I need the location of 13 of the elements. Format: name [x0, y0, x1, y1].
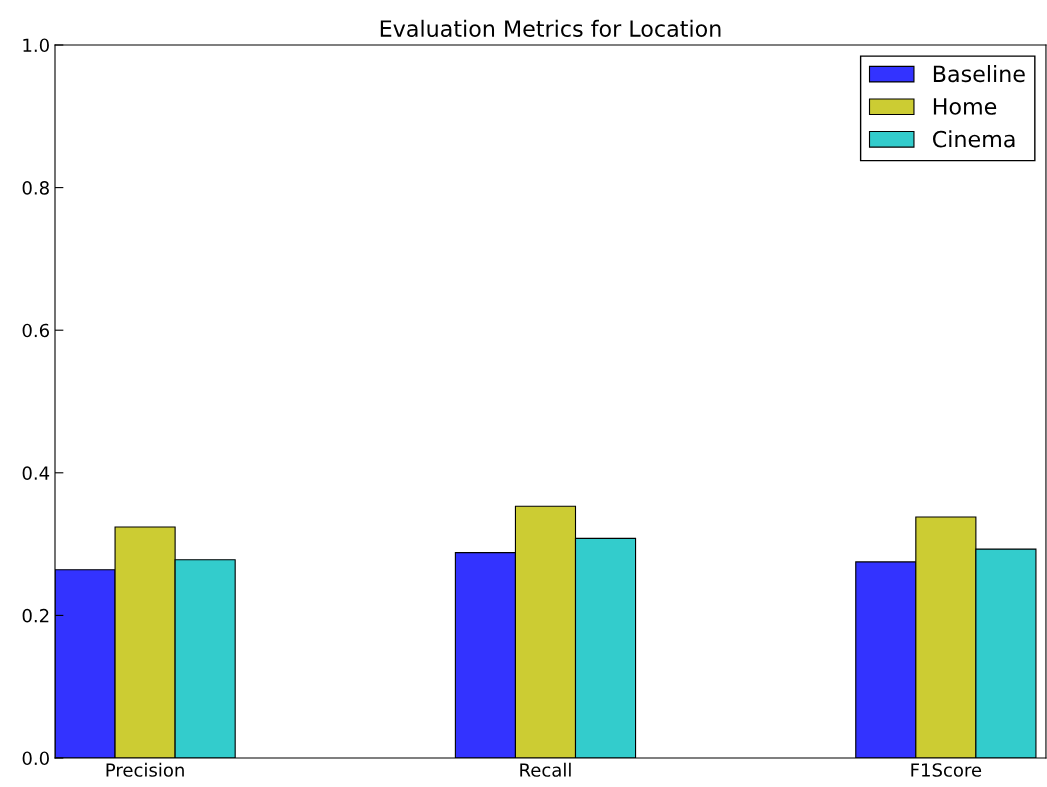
y-tick-label: 0.6: [22, 323, 49, 338]
x-tick-label: Recall: [520, 762, 571, 777]
legend-label: Cinema: [932, 130, 1015, 148]
chart-title: Evaluation Metrics for Location: [380, 19, 721, 37]
x-tick-label: F1Score: [911, 763, 982, 777]
y-tick-label: 0.4: [22, 466, 50, 480]
x-tick-label: Precision: [106, 762, 184, 777]
y-tick-label: 0.8: [22, 181, 49, 195]
y-tick-label: 1.0: [23, 38, 49, 53]
y-tick-label: 0.0: [22, 751, 49, 766]
legend-label: Home: [933, 98, 997, 115]
legend-label: Baseline: [933, 65, 1025, 83]
y-tick-label: 0.2: [22, 608, 49, 623]
